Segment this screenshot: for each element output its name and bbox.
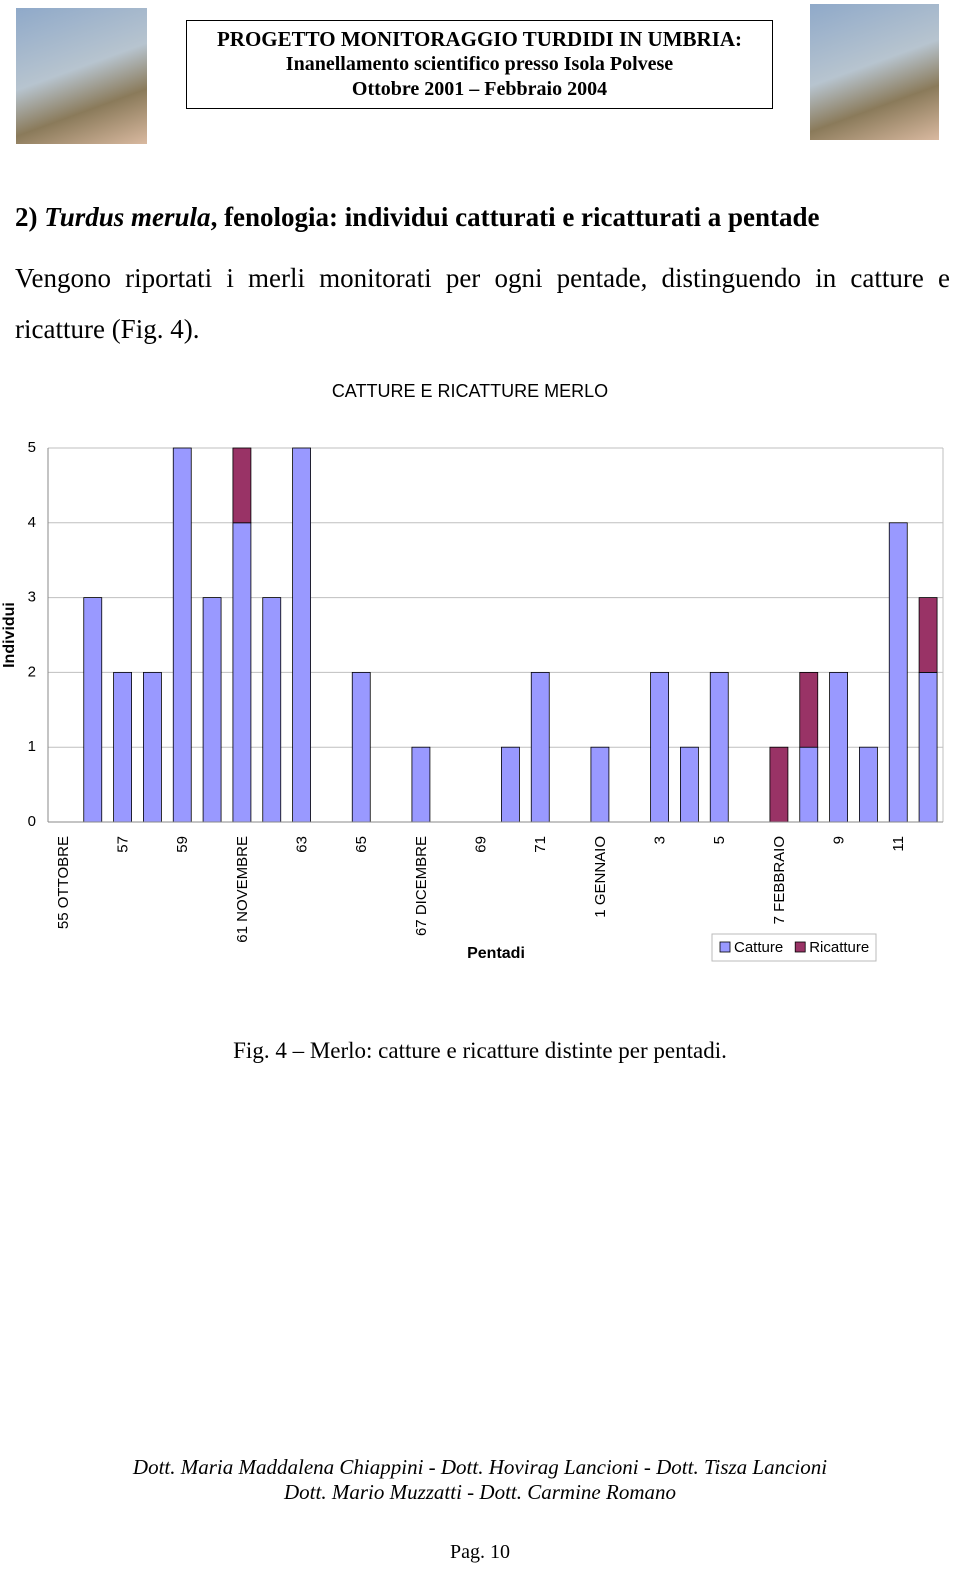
- bar-segment: [769, 746, 789, 823]
- legend-label: Ricatture: [809, 939, 869, 956]
- x-axis-label: Pentadi: [467, 945, 525, 962]
- bar-segment: [530, 671, 550, 823]
- x-tick-label: 1 GENNAIO: [592, 836, 609, 918]
- y-tick-label: 1: [28, 738, 36, 755]
- x-tick-label: 65: [353, 836, 370, 853]
- y-tick-label: 0: [28, 813, 36, 830]
- bar-segment: [292, 447, 311, 823]
- header-line: Ottobre 2001 – Febbraio 2004: [351, 78, 608, 100]
- bar-segment: [829, 671, 848, 823]
- bar-segment: [799, 746, 819, 823]
- species: Turdus merula: [44, 202, 211, 232]
- bar-segment: [709, 671, 729, 823]
- chart: CATTURE E RICATTURE MERLO Individui Pent…: [1, 381, 944, 962]
- x-tick-label: 63: [294, 836, 311, 853]
- section-number: 2): [15, 202, 38, 232]
- header-box: PROGETTO MONITORAGGIO TURDIDI IN UMBRIA:…: [186, 20, 773, 109]
- x-tick-label: 69: [473, 836, 490, 853]
- bar-segment: [202, 597, 222, 823]
- y-tick-label: 4: [28, 514, 36, 531]
- y-axis-label: Individui: [1, 602, 18, 668]
- legend-swatch: [794, 941, 806, 953]
- x-tick-label: 7 FEBBRAIO: [771, 836, 788, 924]
- y-tick-label: 2: [28, 663, 36, 680]
- legend-swatch: [719, 941, 731, 953]
- bird-photo: [16, 8, 147, 144]
- section-title: , fenologia: individui catturati e ricat…: [210, 202, 820, 232]
- bar-segment: [888, 522, 908, 823]
- bar-segment: [232, 447, 252, 524]
- x-tick-label: 3: [652, 836, 669, 844]
- bar-segment: [262, 597, 282, 823]
- bar-segment: [799, 671, 819, 748]
- bar-segment: [172, 447, 192, 823]
- x-tick-label: 67 DICEMBRE: [413, 836, 430, 936]
- header-line: PROGETTO MONITORAGGIO TURDIDI IN UMBRIA:: [216, 27, 743, 51]
- x-tick-label: 9: [831, 836, 848, 844]
- bird-photo: [810, 4, 939, 140]
- header-line: Inanellamento scientifico presso Isola P…: [285, 53, 674, 75]
- bar-segment: [83, 597, 103, 823]
- bar-segment: [113, 671, 132, 823]
- section-heading: 2) Turdus merula, fenologia: individui c…: [15, 202, 820, 233]
- x-tick-label: 57: [115, 836, 132, 853]
- bar-segment: [859, 746, 878, 823]
- chart-title: CATTURE E RICATTURE MERLO: [332, 381, 608, 401]
- bar-segment: [411, 746, 431, 823]
- page-number: Pag. 10: [450, 1541, 510, 1563]
- x-tick-label: 59: [174, 836, 191, 853]
- legend-label: Catture: [734, 939, 783, 956]
- bar-segment: [918, 597, 938, 673]
- bar-segment: [351, 671, 371, 823]
- paragraph: Vengono riportati i merli monitorati per…: [15, 263, 950, 344]
- footer-line: Dott. Maria Maddalena Chiappini - Dott. …: [132, 1455, 828, 1479]
- figure-caption: Fig. 4 – Merlo: catture e ricatture dist…: [233, 1038, 727, 1063]
- bar-segment: [650, 671, 669, 823]
- footer-line: Dott. Mario Muzzatti - Dott. Carmine Rom…: [284, 1480, 676, 1504]
- footer: Dott. Maria Maddalena Chiappini - Dott. …: [0, 1455, 960, 1505]
- bar-segment: [918, 671, 938, 823]
- bar-segment: [232, 522, 252, 823]
- y-tick-label: 5: [28, 439, 36, 456]
- bar-segment: [590, 746, 610, 823]
- bar-segment: [143, 671, 162, 823]
- bar-segment: [680, 746, 699, 823]
- bar-segment: [501, 746, 520, 823]
- x-tick-label: 11: [890, 836, 907, 852]
- x-tick-label: 71: [532, 836, 549, 853]
- x-tick-label: 5: [711, 836, 728, 844]
- x-tick-label: 61 NOVEMBRE: [234, 836, 251, 943]
- x-tick-label: 55 OTTOBRE: [55, 836, 72, 929]
- y-tick-label: 3: [28, 589, 36, 606]
- legend-box: [711, 933, 877, 962]
